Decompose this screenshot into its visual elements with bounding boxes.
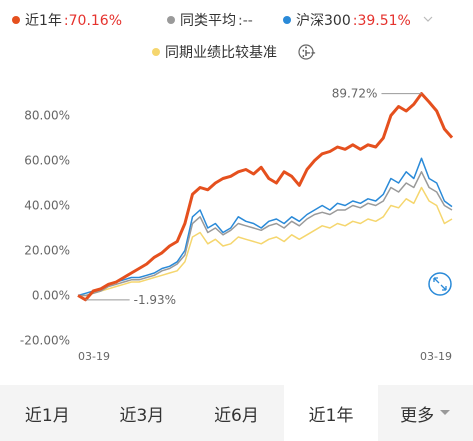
legend-marker [12, 16, 20, 24]
y-tick-label: 40.00% [24, 199, 70, 213]
tab-label: 近6月 [214, 405, 259, 426]
annotation: 89.72% [332, 87, 378, 101]
x-tick-label: 03-19 [78, 350, 110, 363]
tab[interactable]: 近3月 [95, 385, 190, 441]
series-line [77, 157, 453, 297]
legend-marker [283, 16, 291, 24]
legend-entry: 同期业绩比较基准 :-- [165, 44, 316, 61]
series-line [78, 186, 453, 297]
y-tick-label: 60.00% [24, 154, 70, 168]
legend-marker [167, 16, 175, 24]
tab-label: 近1月 [24, 405, 70, 426]
tab-label: 近1年 [308, 405, 354, 426]
legend-label: 沪深300 [296, 13, 351, 29]
legend-entry: 近1年:70.16% [25, 13, 122, 29]
info-icon[interactable] [298, 44, 314, 60]
tab-label: 更多 [400, 405, 435, 426]
series-line [77, 92, 454, 302]
dropdown-chevron[interactable] [423, 16, 433, 22]
legend-marker [152, 48, 160, 56]
series-line [78, 171, 453, 297]
y-tick-label: 80.00% [24, 109, 70, 123]
tab-bar: 近1月 近3月 近6月 近1年 更多 [0, 385, 473, 441]
expand-icon[interactable] [428, 272, 452, 296]
tab[interactable]: 更多 [378, 385, 473, 441]
tab[interactable]: 近1年 [283, 385, 379, 441]
legend-entry: 同类平均:-- [180, 13, 253, 29]
legend-label: 近1年 [25, 13, 62, 29]
tab-label: 近3月 [119, 405, 165, 426]
legend-label: 同类平均 [180, 13, 236, 29]
legend-value: :-- [301, 45, 316, 61]
chart: -20.00% 0.00% 20.00% 40.00% 60.00% 80.00% 03-1… [12, 13, 454, 363]
legend-label: 同期业绩比较基准 [165, 44, 277, 61]
annotation: -1.93% [134, 293, 176, 307]
tab[interactable]: 近6月 [189, 385, 284, 441]
legend-value: :39.51% [353, 13, 411, 29]
legend-value: :-- [238, 13, 253, 29]
y-tick-label: -20.00% [20, 334, 70, 348]
tab[interactable]: 近1月 [0, 385, 95, 441]
legend-value: :70.16% [64, 13, 122, 29]
y-tick-label: 20.00% [24, 244, 70, 258]
legend-entry: 沪深300:39.51% [296, 13, 411, 29]
y-tick-label: 0.00% [32, 289, 70, 303]
dropdown-arrow [440, 410, 451, 415]
x-tick-label: 03-19 [420, 350, 452, 363]
